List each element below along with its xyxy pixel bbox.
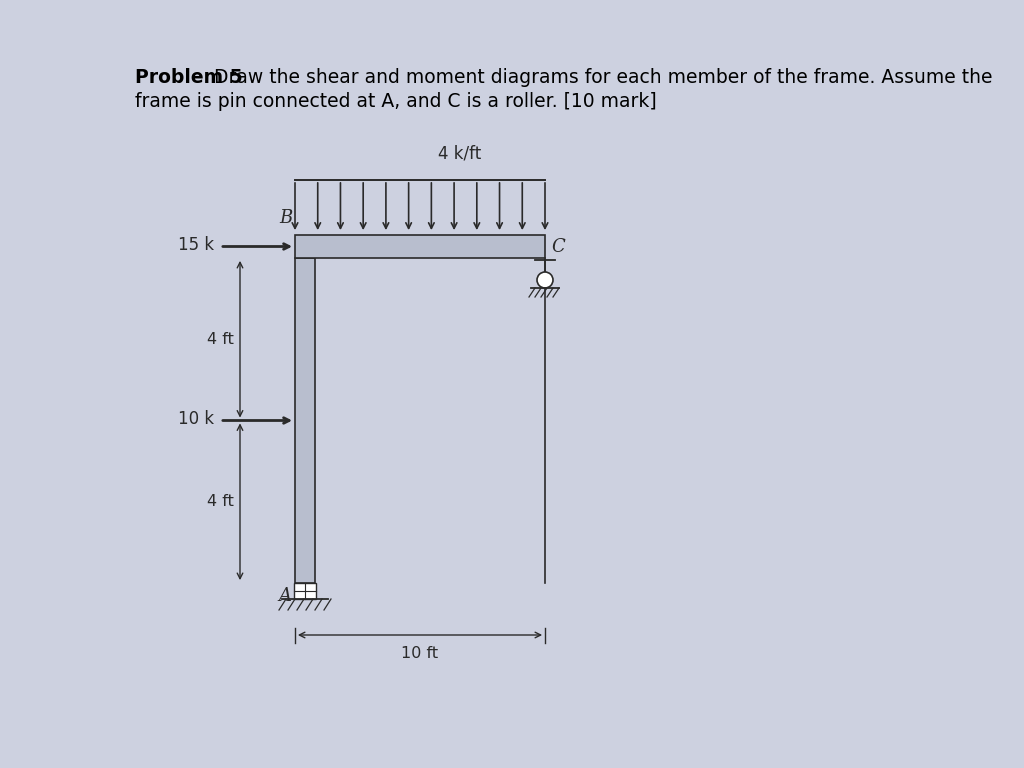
Bar — [294, 583, 316, 599]
Text: 15 k: 15 k — [178, 236, 214, 253]
Text: 10 k: 10 k — [178, 409, 214, 428]
Text: 4 ft: 4 ft — [207, 332, 234, 346]
Text: Problem 5: Problem 5 — [135, 68, 243, 87]
Text: B: B — [280, 209, 293, 227]
Text: A: A — [278, 587, 291, 605]
Text: C: C — [551, 237, 565, 256]
Text: 4 k/ft: 4 k/ft — [438, 144, 481, 162]
Text: 10 ft: 10 ft — [401, 646, 438, 661]
Text: Draw the shear and moment diagrams for each member of the frame. Assume the: Draw the shear and moment diagrams for e… — [208, 68, 992, 87]
Text: frame is pin connected at A, and C is a roller. [10 mark]: frame is pin connected at A, and C is a … — [135, 92, 656, 111]
Circle shape — [537, 272, 553, 288]
Bar — [295, 235, 545, 258]
Text: 4 ft: 4 ft — [207, 495, 234, 509]
Bar — [295, 258, 315, 583]
